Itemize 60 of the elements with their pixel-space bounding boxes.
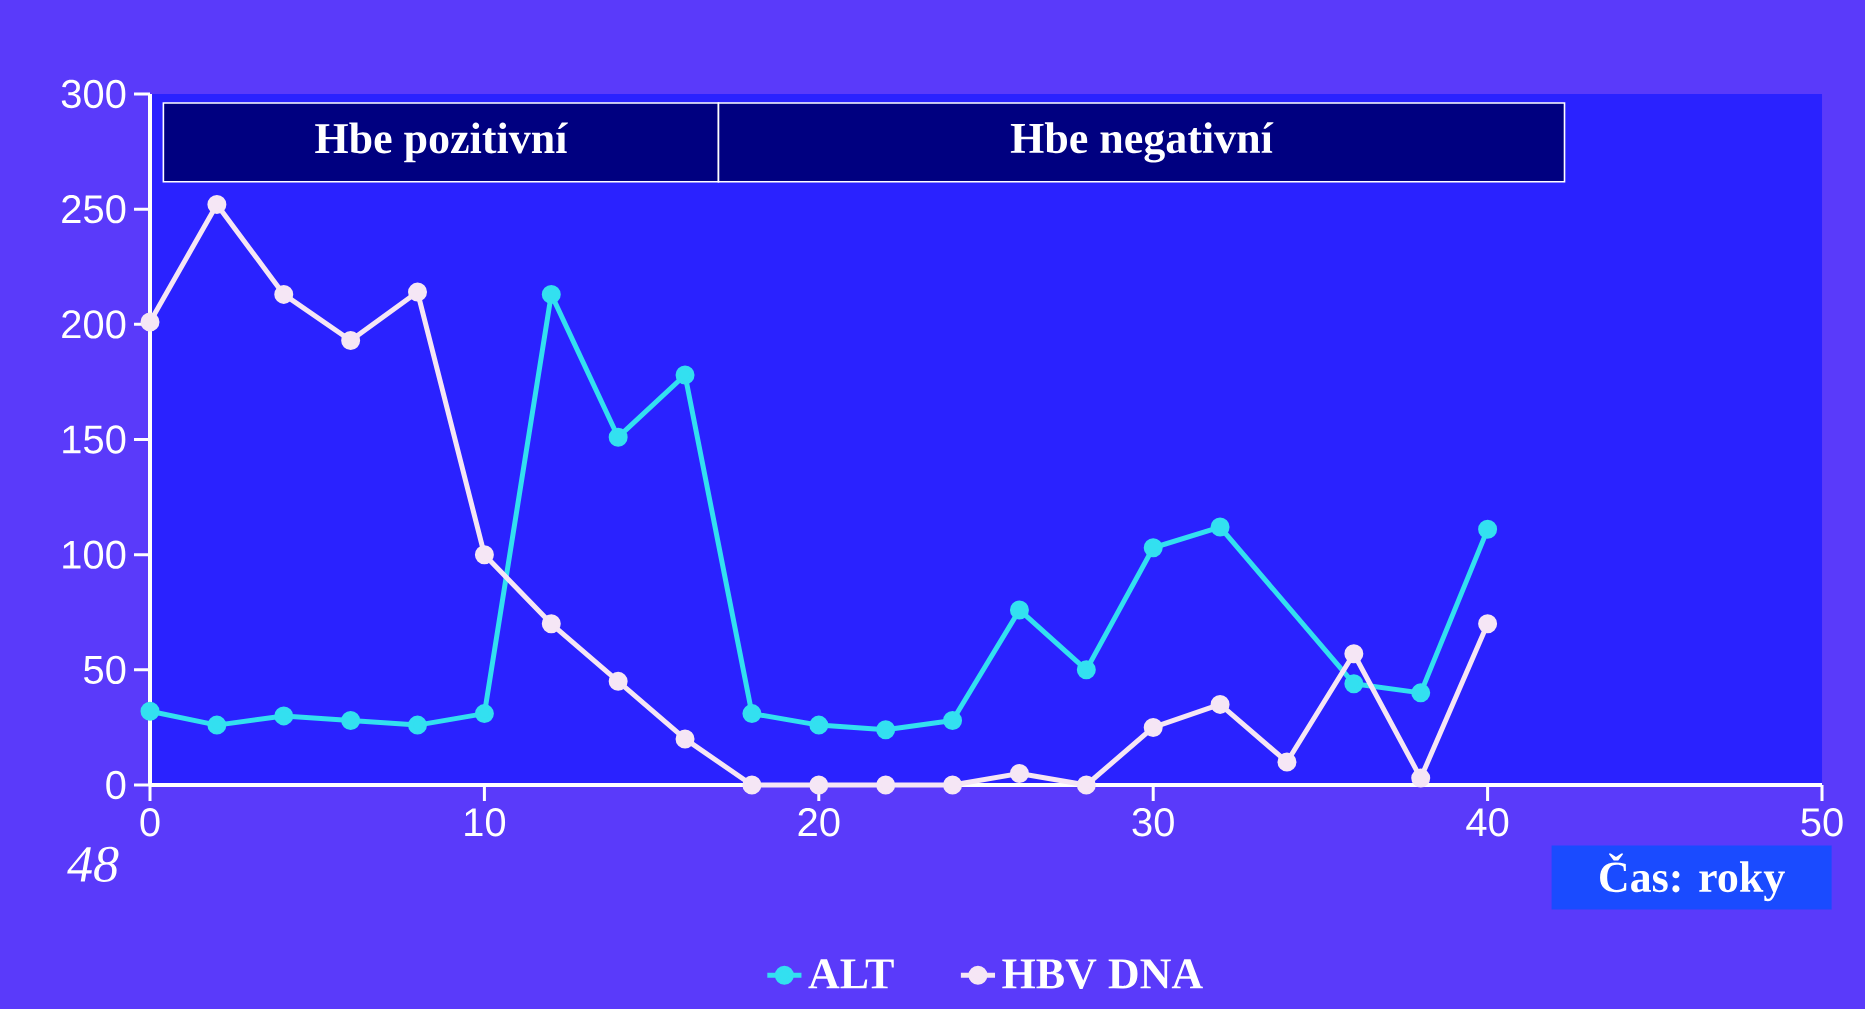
point	[876, 775, 896, 795]
legend-label: ALT	[808, 959, 894, 989]
point	[140, 701, 160, 721]
point	[809, 775, 829, 795]
point	[675, 729, 695, 749]
x-tick-label: 50	[1801, 808, 1843, 837]
point	[207, 715, 227, 735]
point	[341, 711, 361, 731]
point	[1478, 614, 1498, 634]
point	[1143, 717, 1163, 737]
point	[1076, 775, 1096, 795]
point	[140, 312, 160, 332]
point	[1277, 752, 1297, 772]
point	[541, 284, 561, 304]
y-tick-label: 250	[62, 195, 126, 224]
point	[608, 671, 628, 691]
point	[1143, 538, 1163, 558]
point	[474, 704, 494, 724]
point	[1411, 683, 1431, 703]
point	[1411, 768, 1431, 788]
point	[1344, 674, 1364, 694]
point	[809, 715, 829, 735]
x-tick-label: 10	[465, 808, 506, 837]
y-tick-label: 50	[84, 655, 126, 684]
point	[1210, 694, 1230, 714]
y-tick-label: 300	[61, 79, 126, 109]
point	[408, 715, 428, 735]
y-tick-label: 100	[63, 540, 126, 569]
point	[876, 720, 896, 740]
point	[1076, 660, 1096, 680]
point	[1009, 600, 1029, 620]
y-tick-label: 150	[63, 425, 126, 454]
band-label: Hbe pozitivní	[315, 122, 568, 163]
x-axis-title: Čas: roky	[1600, 853, 1785, 902]
point	[1009, 763, 1029, 783]
point	[943, 775, 963, 795]
x-tick-label: 20	[798, 808, 840, 837]
x-tick-label: 30	[1132, 808, 1174, 837]
point	[207, 195, 227, 215]
y-tick-label: 200	[62, 310, 126, 339]
point	[742, 775, 762, 795]
point	[1478, 519, 1498, 539]
point	[274, 284, 294, 304]
text: 48	[67, 846, 119, 882]
point	[541, 614, 561, 634]
point	[1210, 517, 1230, 537]
point	[408, 282, 428, 302]
band-label: Hbe negativní	[1010, 122, 1274, 163]
y-tick-label: 0	[106, 770, 126, 800]
point	[474, 545, 494, 565]
x-tick-label: 0	[140, 808, 160, 837]
point	[608, 427, 628, 447]
point	[274, 706, 294, 726]
point	[675, 365, 695, 385]
x-tick-label: 40	[1466, 808, 1509, 837]
point	[341, 330, 361, 350]
point	[943, 711, 963, 731]
legend-label: HBV DNA	[1002, 959, 1203, 989]
point	[742, 704, 762, 724]
point	[1344, 644, 1364, 664]
